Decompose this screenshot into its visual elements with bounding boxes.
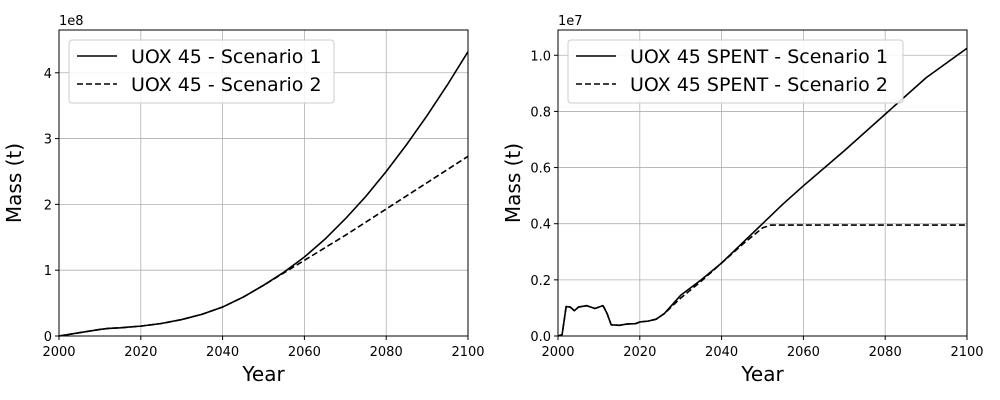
x-tick-label: 2060: [288, 345, 321, 360]
plot-frame: [58, 29, 469, 337]
left-chart-panel: 2000 2020 2040 2060 2080 2100 0 1 2 3 4 1e8 Year Mass…: [2, 14, 485, 386]
y-axis-label: Mass (t): [501, 143, 525, 223]
x-axis-label: Year: [740, 362, 784, 386]
y-tick-label: 1: [44, 264, 52, 279]
x-tick-label: 2020: [124, 345, 157, 360]
x-axis-label: Year: [241, 362, 285, 386]
x-tick-label: 2100: [451, 345, 484, 360]
y-tick-label: 0.0: [530, 330, 551, 345]
y-tick-label: 1.0: [530, 49, 551, 64]
legend-box: [567, 39, 904, 104]
y-tick-label: 0.2: [530, 274, 551, 289]
y-tick-label: 0.4: [530, 218, 551, 233]
legend-box: [68, 39, 335, 104]
legend-label-2: UOX 45 - Scenario 2: [131, 74, 322, 96]
right-chart-panel: 2000 2020 2040 2060 2080 2100 0.0 0.2 0.4 0.6 0.8 1…: [501, 14, 984, 386]
y-tick-label: 0.8: [530, 105, 551, 120]
x-tick-label: 2000: [42, 345, 75, 360]
series-line-2: [557, 224, 967, 337]
x-tick-label: 2060: [787, 345, 820, 360]
series-line-2: [58, 155, 469, 337]
y-tick-label: 4: [44, 67, 52, 82]
y-tick-label: 2: [44, 198, 52, 213]
x-tick-label: 2100: [950, 345, 983, 360]
x-tick-label: 2080: [370, 345, 403, 360]
plot-frame: [557, 29, 968, 337]
y-offset-label: 1e7: [558, 14, 583, 29]
legend-label-2: UOX 45 SPENT - Scenario 2: [630, 74, 888, 96]
y-offset-label: 1e8: [59, 14, 84, 29]
y-tick-label: 3: [44, 133, 52, 148]
x-tick-label: 2080: [869, 345, 902, 360]
x-tick-label: 2040: [705, 345, 738, 360]
x-tick-label: 2020: [623, 345, 656, 360]
x-tick-label: 2040: [206, 345, 239, 360]
legend-label-1: UOX 45 - Scenario 1: [131, 46, 322, 68]
y-tick-label: 0: [44, 330, 52, 345]
y-tick-label: 0.6: [530, 162, 551, 177]
legend-label-1: UOX 45 SPENT - Scenario 1: [630, 46, 888, 68]
y-axis-label: Mass (t): [2, 143, 26, 223]
x-tick-label: 2000: [541, 345, 574, 360]
